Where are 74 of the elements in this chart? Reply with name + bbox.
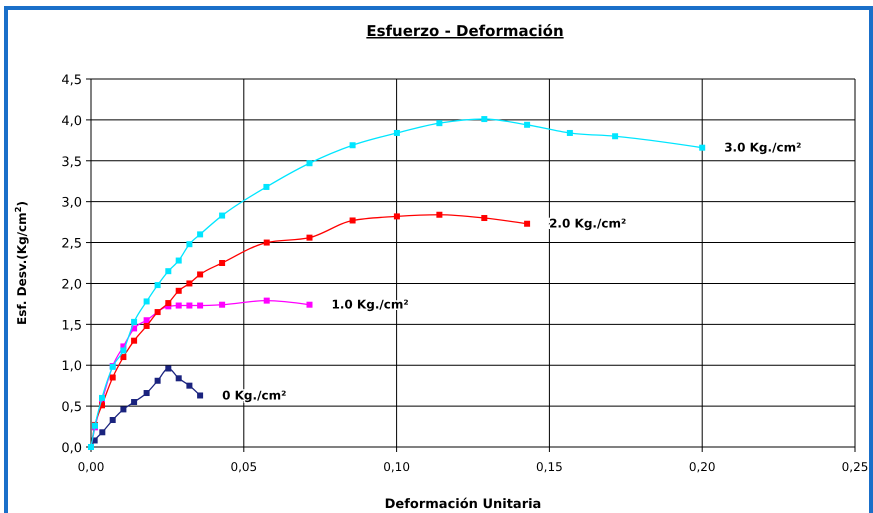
point	[99, 429, 106, 436]
y-tick-label: 1,5	[61, 318, 82, 334]
y-tick-label: 4,5	[61, 73, 82, 88]
point	[264, 298, 270, 304]
y-tick-label: 3,0	[61, 196, 82, 211]
point	[350, 217, 356, 224]
point	[144, 317, 150, 324]
point	[131, 399, 138, 406]
y-tick-label: 1,0	[61, 359, 82, 374]
x-tick-label: 0,00	[78, 460, 104, 474]
point	[176, 288, 182, 294]
point	[394, 213, 400, 220]
point	[186, 382, 192, 389]
point	[566, 130, 573, 136]
x-tick-label: 0,05	[230, 460, 258, 474]
point	[481, 215, 488, 222]
point	[436, 120, 442, 126]
point	[99, 394, 105, 401]
point	[110, 374, 116, 380]
point	[186, 241, 192, 248]
point	[176, 375, 182, 382]
x-tick-label: 0,25	[842, 460, 868, 474]
point	[264, 240, 270, 246]
x-axis-title: Deformación Unitaria	[384, 497, 542, 512]
point	[219, 302, 226, 308]
point	[176, 258, 182, 264]
point	[524, 122, 530, 128]
point	[219, 212, 226, 219]
y-tick-label: 2,5	[61, 236, 82, 252]
point	[524, 220, 530, 227]
point	[144, 322, 150, 329]
point	[436, 212, 442, 218]
point	[154, 378, 161, 384]
point	[306, 302, 313, 308]
point	[263, 184, 270, 190]
y-tick-label: 0,5	[61, 400, 82, 416]
x-tick-label: 0,20	[688, 460, 716, 474]
point	[186, 280, 192, 286]
point	[165, 268, 172, 274]
point	[197, 392, 204, 398]
y-tick-label: 4,0	[61, 114, 82, 129]
point	[612, 133, 618, 140]
point	[699, 144, 706, 151]
point	[120, 348, 126, 354]
x-tick-label: 0,10	[383, 460, 410, 474]
chart-title: Esfuerzo - Deformación	[366, 22, 564, 40]
y-tick-label: 3,5	[61, 154, 82, 170]
point	[120, 406, 126, 412]
point	[197, 302, 204, 309]
point	[350, 142, 356, 148]
point	[165, 300, 172, 306]
point	[144, 298, 150, 304]
point	[306, 234, 313, 241]
x-tick-label: 0,15	[536, 460, 563, 474]
point	[219, 260, 226, 266]
point	[176, 302, 182, 309]
point	[394, 130, 400, 136]
point	[165, 365, 172, 372]
point	[154, 282, 161, 288]
point	[197, 271, 204, 278]
point	[131, 318, 138, 325]
point	[131, 338, 138, 344]
y-tick-label: 0,0	[61, 441, 82, 456]
point	[306, 160, 313, 166]
series-label: 3.0 Kg./cm²	[724, 140, 802, 155]
y-tick-label: 2,0	[61, 277, 82, 292]
point	[110, 417, 116, 424]
point	[481, 116, 488, 122]
series-label: 2.0 Kg./cm²	[549, 216, 626, 231]
point	[120, 354, 126, 360]
point	[186, 302, 192, 309]
point	[197, 231, 204, 238]
point	[144, 390, 150, 396]
point	[154, 309, 161, 316]
